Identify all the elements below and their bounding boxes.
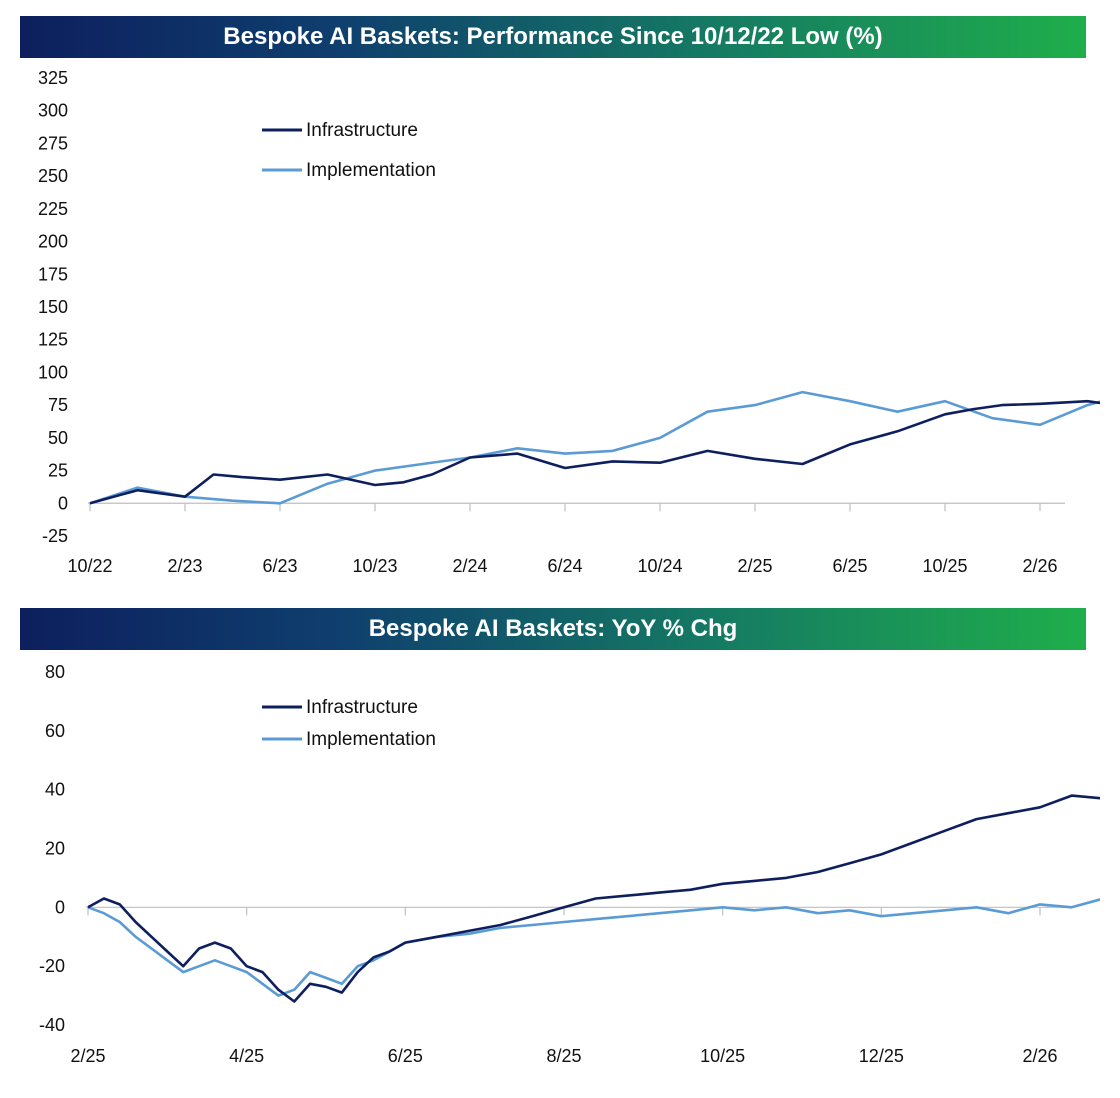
y-tick-label: 20 [45, 839, 65, 859]
y-tick-label: 325 [38, 68, 68, 88]
x-tick-label: 6/24 [547, 556, 582, 576]
chart-1-title: Bespoke AI Baskets: Performance Since 10… [20, 16, 1086, 58]
y-tick-label: 150 [38, 297, 68, 317]
y-tick-label: -40 [39, 1015, 65, 1035]
y-tick-label: 40 [45, 780, 65, 800]
x-tick-label: 2/26 [1022, 1046, 1057, 1066]
chart-2-title: Bespoke AI Baskets: YoY % Chg [20, 608, 1086, 650]
x-tick-label: 10/24 [637, 556, 682, 576]
x-tick-label: 2/25 [737, 556, 772, 576]
y-tick-label: 80 [45, 662, 65, 682]
x-tick-label: 10/23 [352, 556, 397, 576]
legend-label-infrastructure: Infrastructure [306, 697, 418, 718]
y-tick-label: 175 [38, 264, 68, 284]
y-tick-label: 50 [48, 428, 68, 448]
legend-label-implementation: Implementation [306, 160, 436, 181]
y-tick-label: 0 [58, 493, 68, 513]
x-tick-label: 12/25 [859, 1046, 904, 1066]
x-tick-label: 2/26 [1022, 556, 1057, 576]
y-tick-label: -25 [42, 526, 68, 546]
y-tick-label: 100 [38, 362, 68, 382]
legend-label-implementation: Implementation [306, 729, 436, 750]
y-tick-label: 225 [38, 199, 68, 219]
y-tick-label: 0 [55, 897, 65, 917]
x-tick-label: 10/25 [922, 556, 967, 576]
x-tick-label: 6/25 [832, 556, 867, 576]
x-tick-label: 2/25 [70, 1046, 105, 1066]
series-line-infrastructure [87, 794, 1100, 1003]
x-tick-label: 8/25 [546, 1046, 581, 1066]
y-tick-label: 200 [38, 232, 68, 252]
y-tick-label: 300 [38, 101, 68, 121]
x-tick-label: 4/25 [229, 1046, 264, 1066]
x-tick-label: 10/25 [700, 1046, 745, 1066]
x-tick-label: 2/24 [452, 556, 487, 576]
x-tick-label: 2/23 [167, 556, 202, 576]
yoy-change-chart: 80 60 40 20 0 -20 -402/25 4/25 6/25 8/25 10/25 12/2… [39, 662, 1100, 1066]
series-line-implementation [89, 390, 1100, 505]
y-tick-label: 275 [38, 133, 68, 153]
series-line-implementation [87, 898, 1100, 997]
x-tick-label: 6/25 [388, 1046, 423, 1066]
y-tick-label: 25 [48, 461, 68, 481]
series-line-infrastructure [89, 399, 1100, 505]
y-tick-label: 75 [48, 395, 68, 415]
x-tick-label: 6/23 [262, 556, 297, 576]
y-tick-label: 250 [38, 166, 68, 186]
y-tick-label: 60 [45, 721, 65, 741]
y-tick-label: -20 [39, 956, 65, 976]
performance-chart: 3253002752502252001751501251007550250-25… [38, 68, 1100, 576]
x-tick-label: 10/22 [67, 556, 112, 576]
legend-label-infrastructure: Infrastructure [306, 120, 418, 141]
y-tick-label: 125 [38, 330, 68, 350]
